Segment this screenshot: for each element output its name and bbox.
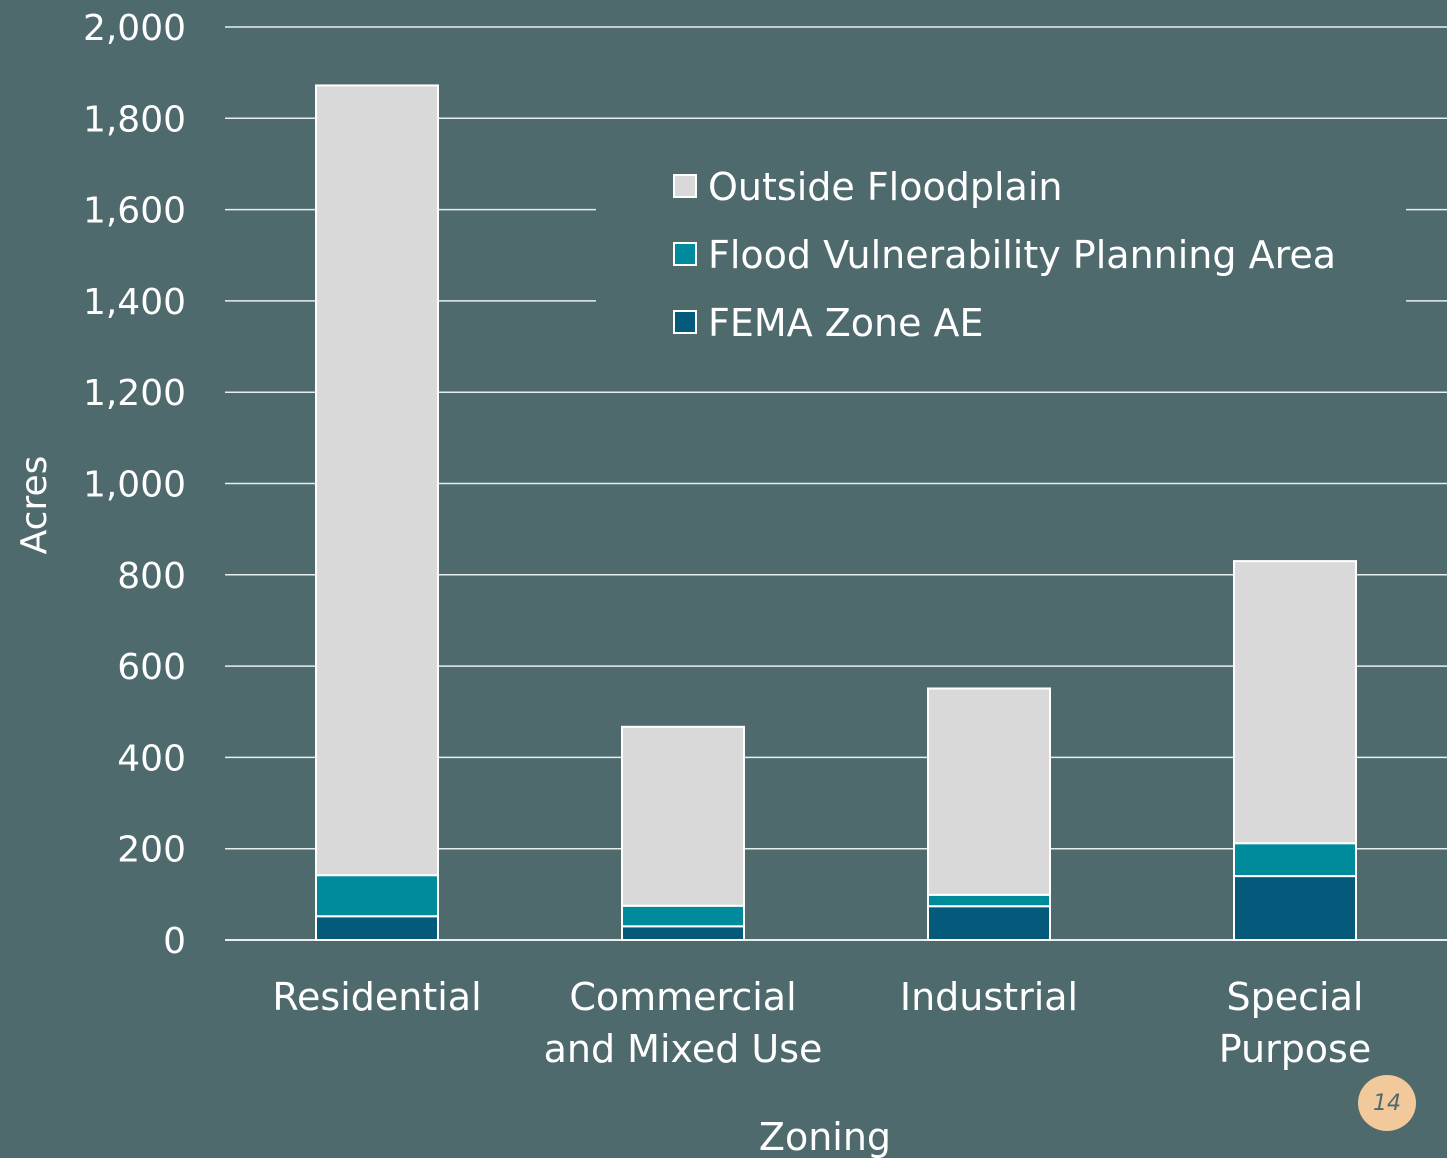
y-axis-label: Acres <box>14 456 55 555</box>
legend-swatch <box>673 242 697 266</box>
page-number: 14 <box>1373 1090 1401 1116</box>
legend-background <box>596 150 1406 365</box>
y-tick-label: 600 <box>117 647 186 688</box>
bar-stack <box>315 84 439 942</box>
x-axis-label: Zoning <box>759 1115 891 1158</box>
x-axis-ticks: Residential Commercial and Mixed Use Indust… <box>272 975 1371 1071</box>
page-number-badge: 14 <box>1358 1075 1416 1131</box>
x-tick-label: and Mixed Use <box>544 1027 823 1071</box>
y-tick-label: 1,000 <box>83 465 186 506</box>
legend-swatch <box>673 174 697 198</box>
y-tick-label: 200 <box>117 830 186 871</box>
x-tick-label: Special <box>1227 975 1364 1019</box>
bar-segment-outside-floodplain <box>315 84 439 877</box>
legend-label: Flood Vulnerability Planning Area <box>708 233 1336 277</box>
y-tick-label: 1,200 <box>83 373 186 414</box>
bar-segment-flood-vulnerability-planning-area <box>315 874 439 918</box>
bar-segment-flood-vulnerability-planning-area <box>1233 842 1357 878</box>
legend-label: Outside Floodplain <box>708 165 1062 209</box>
x-tick-label: Commercial <box>569 975 796 1019</box>
bar-stack <box>927 687 1051 941</box>
legend-label: FEMA Zone AE <box>708 301 984 345</box>
bar-stack <box>1233 560 1357 942</box>
y-tick-label: 2,000 <box>83 8 186 49</box>
bar-segment-outside-floodplain <box>927 687 1051 896</box>
x-tick-label: Industrial <box>900 975 1078 1019</box>
bar-segment-fema-zone-ae <box>1233 875 1357 942</box>
y-tick-label: 1,800 <box>83 99 186 140</box>
bar-segment-flood-vulnerability-planning-area <box>927 893 1051 908</box>
y-axis-ticks: 0 200 400 600 800 1,000 1,200 1,400 1,600 1,800 2,… <box>83 8 186 962</box>
legend: Outside Floodplain Flood Vulnerability Pl… <box>596 150 1406 365</box>
y-tick-label: 1,600 <box>83 191 186 232</box>
x-tick-label: Purpose <box>1219 1027 1372 1071</box>
bar-stack <box>621 725 745 941</box>
bar-segment-outside-floodplain <box>1233 560 1357 845</box>
x-tick-label: Residential <box>272 975 481 1019</box>
legend-swatch <box>673 310 697 334</box>
bar-segment-fema-zone-ae <box>621 925 745 941</box>
bar-segment-outside-floodplain <box>621 725 745 907</box>
y-tick-label: 1,400 <box>83 282 186 323</box>
bars <box>315 84 1357 942</box>
bar-segment-fema-zone-ae <box>927 905 1051 941</box>
bar-segment-flood-vulnerability-planning-area <box>621 904 745 928</box>
y-tick-label: 0 <box>163 921 186 962</box>
y-tick-label: 800 <box>117 556 186 597</box>
y-tick-label: 400 <box>117 738 186 779</box>
bar-segment-fema-zone-ae <box>315 915 439 942</box>
